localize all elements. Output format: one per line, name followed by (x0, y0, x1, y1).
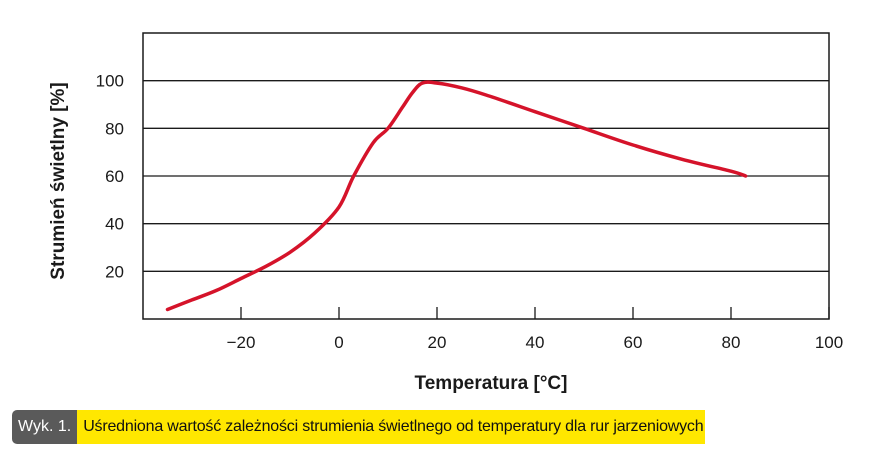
x-tick-label: 80 (722, 333, 741, 352)
x-tick-labels: −20 0 20 40 60 80 100 (227, 307, 843, 352)
x-tick-label: 100 (815, 333, 843, 352)
x-tick-label: 60 (624, 333, 643, 352)
y-tick-label: 80 (105, 119, 124, 138)
caption-number: Wyk. 1. (12, 410, 78, 444)
y-tick-labels: 20 40 60 80 100 (96, 72, 124, 282)
y-tick-label: 100 (96, 72, 124, 91)
y-tick-label: 20 (105, 262, 124, 281)
y-tick-label: 40 (105, 215, 124, 234)
x-tick-label: −20 (227, 333, 256, 352)
series-line (165, 80, 748, 312)
chart: 20 40 60 80 100 −20 0 20 40 60 80 100 Temperatura … (48, 32, 843, 394)
y-axis-title: Strumień świetlny [%] (48, 82, 69, 279)
caption-text: Uśredniona wartość zależności strumienia… (77, 410, 706, 444)
y-tick-label: 60 (105, 167, 124, 186)
grid-lines (143, 80, 829, 272)
x-tick-label: 20 (428, 333, 447, 352)
x-axis-title: Temperatura [°C] (415, 373, 568, 394)
x-tick-label: 0 (334, 333, 343, 352)
x-tick-label: 40 (526, 333, 545, 352)
figure-caption: Wyk. 1. Uśredniona wartość zależności st… (12, 410, 706, 444)
